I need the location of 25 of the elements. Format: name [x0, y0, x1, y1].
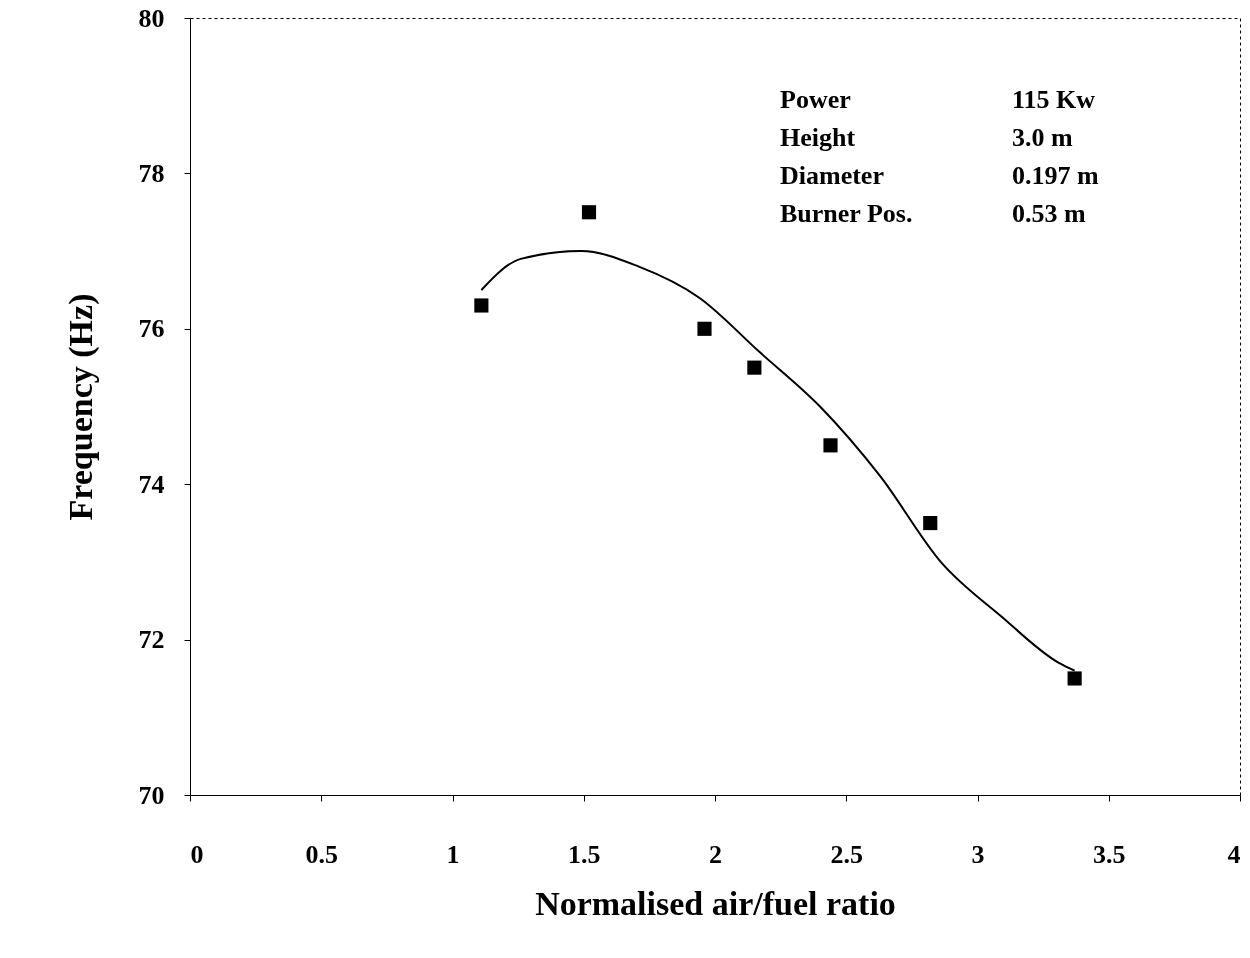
- y-tick-label: 80: [138, 3, 165, 33]
- x-tick-label: 3: [971, 839, 985, 869]
- y-tick-label: 78: [138, 158, 165, 188]
- y-tick-label: 74: [138, 469, 165, 499]
- x-tick-label: 0: [190, 839, 204, 869]
- annotation: Height: [780, 123, 856, 152]
- x-tick-label: 0.5: [305, 839, 338, 869]
- x-tick-label: 1.5: [568, 839, 601, 869]
- annotation: 0.53 m: [1012, 199, 1086, 228]
- y-axis-title: Frequency (Hz): [61, 293, 100, 521]
- x-tick-label: 4: [1227, 839, 1241, 869]
- y-tick-label: 72: [138, 625, 165, 655]
- x-tick-label: 2.5: [830, 839, 863, 869]
- y-tick-label: 70: [138, 780, 165, 810]
- x-axis-title: Normalised air/fuel ratio: [535, 884, 896, 922]
- annotation: 3.0 m: [1012, 123, 1073, 152]
- annotation: Power: [780, 85, 851, 114]
- annotation: Burner Pos.: [780, 199, 913, 228]
- annotation: 0.197 m: [1012, 161, 1099, 190]
- annotation: Diameter: [780, 161, 884, 190]
- x-tick-label: 3.5: [1093, 839, 1126, 869]
- x-tick-label: 2: [709, 839, 722, 869]
- x-tick-label: 1: [446, 839, 460, 869]
- annotation: 115 Kw: [1012, 85, 1096, 114]
- y-tick-label: 76: [138, 314, 165, 344]
